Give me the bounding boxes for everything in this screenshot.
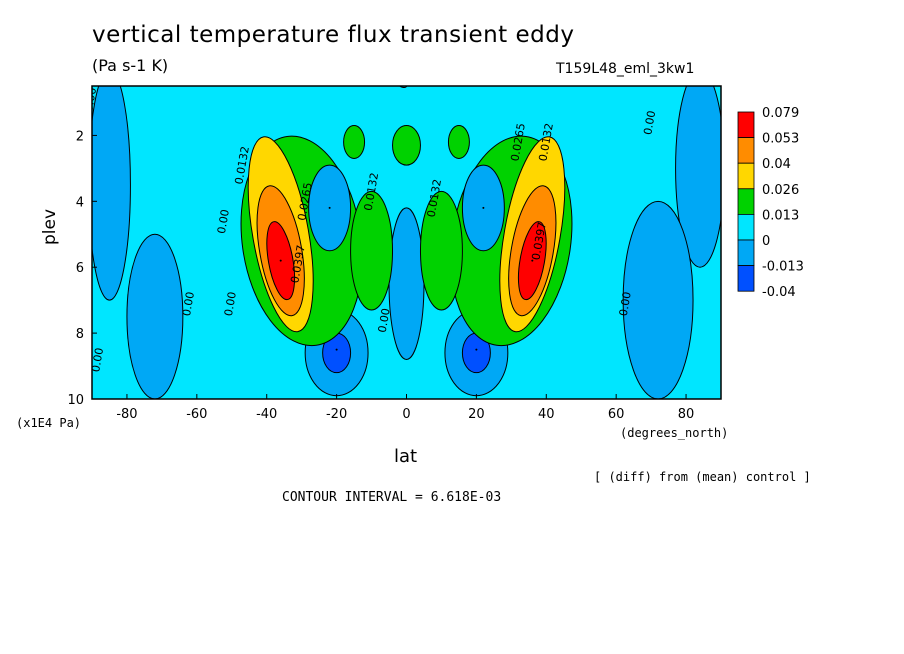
nh-lowlat-blue [622, 200, 694, 399]
chart-title: vertical temperature flux transient eddy [92, 22, 575, 48]
equator-blue [388, 207, 425, 360]
legend-swatch [737, 162, 755, 190]
x-tick-label: 0 [402, 407, 410, 422]
contour-label: 0.00 [397, 63, 414, 89]
legend-label: 0.079 [762, 106, 799, 121]
feature-point [482, 206, 485, 209]
legend-label: 0 [762, 234, 770, 249]
x-tick-label: 60 [608, 407, 625, 422]
contour-interval: CONTOUR INTERVAL = 6.618E-03 [282, 490, 502, 505]
x-axis-unit: (degrees_north) [620, 426, 729, 440]
contour-label: 0.00 [89, 347, 106, 373]
contour-label: 0.00 [215, 208, 232, 234]
y-axis: 2 4 6 8 10 [67, 129, 97, 408]
run-id-label: T159L48_eml_3kw1 [556, 61, 695, 77]
feature-point [328, 206, 331, 209]
x-tick-label: 40 [538, 407, 555, 422]
units-label: (Pa s-1 K) [92, 56, 169, 75]
y-tick-label: 6 [76, 261, 84, 276]
diff-note: [ (diff) from (mean) control ] [594, 470, 811, 484]
x-tick-label: 80 [678, 407, 695, 422]
legend-label: -0.013 [762, 260, 804, 275]
y-tick-label: 8 [76, 327, 84, 342]
y-axis-label: plev [40, 208, 60, 245]
legend-swatch [737, 213, 755, 241]
x-tick-label: -60 [186, 407, 207, 422]
y-axis-unit: (x1E4 Pa) [16, 416, 82, 430]
x-axis: -80 -60 -40 -20 0 20 40 60 80 [116, 394, 694, 422]
x-tick-label: -40 [256, 407, 277, 422]
legend-label: 0.013 [762, 208, 799, 223]
nh-polar-blue [675, 86, 721, 268]
contour-label: 0.00 [180, 291, 197, 317]
legend-swatch [737, 111, 755, 139]
contour-label: 0.00 [376, 307, 393, 333]
legend-swatch [737, 188, 755, 215]
nh-inner-green [419, 190, 463, 311]
legend-swatch [737, 239, 755, 267]
legend-label: 0.04 [762, 157, 791, 172]
contour-label: 0.00 [82, 86, 99, 112]
eq-top-green [392, 125, 421, 166]
legend-label: 0.053 [762, 132, 799, 147]
contour-label: 0.00 [617, 291, 634, 317]
feature-point [279, 259, 282, 262]
sh-polar-blue [92, 86, 131, 301]
x-tick-label: -80 [116, 407, 137, 422]
contour-label: 0.00 [222, 291, 239, 317]
x-axis-label: lat [394, 446, 418, 467]
feature-point [531, 259, 534, 262]
sh-inner-green [350, 190, 394, 311]
x-tick-label: -20 [326, 407, 347, 422]
legend-swatch [737, 265, 755, 292]
nh-top-green [447, 125, 470, 159]
sh-top-green [343, 125, 366, 159]
color-legend: 0.079 0.053 0.04 0.026 0.013 0 -0.013 -0.04 [737, 106, 804, 300]
y-tick-label: 10 [67, 393, 84, 408]
legend-label: -0.04 [762, 285, 796, 300]
feature-point [475, 348, 478, 351]
legend-label: 0.026 [762, 183, 799, 198]
legend-swatch [737, 137, 755, 164]
sh-lowlat-blue [126, 233, 184, 399]
y-tick-label: 4 [76, 195, 84, 210]
feature-point [335, 348, 338, 351]
x-tick-label: 20 [468, 407, 485, 422]
y-tick-label: 2 [76, 129, 84, 144]
contour-label: 0.00 [641, 110, 658, 136]
